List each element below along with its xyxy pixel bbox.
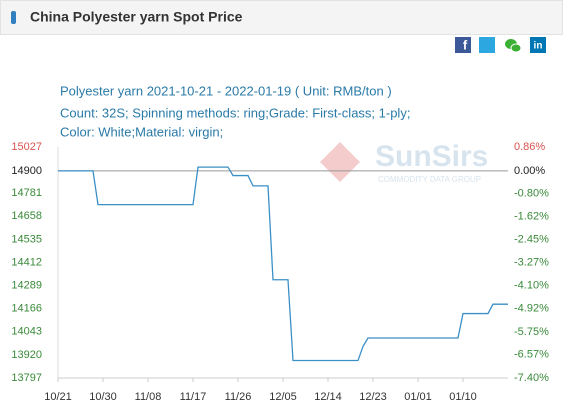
watermark-name: SunSirs: [375, 140, 488, 173]
subtitle: Polyester yarn 2021-10-21 - 2022-01-19 (…: [60, 83, 392, 98]
x-tick-label: 12/23: [359, 391, 387, 403]
y-tick-label: 14166: [11, 303, 42, 315]
x-tick-label: 12/05: [269, 391, 297, 403]
y-tick-label: 14043: [11, 326, 42, 338]
share-wechat-icon: [510, 43, 522, 53]
y-tick-label: 14535: [11, 233, 42, 245]
y2-tick-label: 0.00%: [514, 165, 545, 177]
share-icons[interactable]: f in: [455, 37, 546, 53]
subtitle: Count: 32S; Spinning methods: ring;Grade…: [60, 105, 410, 120]
x-tick-label: 11/08: [135, 391, 162, 403]
y2-tick-label: -6.57%: [514, 349, 549, 361]
y2-tick-label: -0.80%: [514, 187, 549, 199]
y2-tick-label: -1.62%: [514, 210, 549, 222]
y2-tick-label: -5.75%: [514, 326, 549, 338]
x-tick-label: 11/26: [225, 391, 252, 403]
x-tick-label: 01/01: [404, 391, 432, 403]
y-tick-label: 14412: [11, 256, 42, 268]
y2-tick-label: -4.92%: [514, 303, 549, 315]
y2-tick-label: -2.45%: [514, 233, 549, 245]
x-tick-label: 10/21: [44, 391, 72, 403]
y-tick-label: 14658: [11, 210, 42, 222]
share-linkedin-icon: in: [534, 41, 543, 52]
header-marker: [11, 11, 16, 24]
y-tick-label: 14289: [11, 280, 42, 292]
share-facebook-icon: f: [463, 37, 468, 52]
y-tick-label: 13920: [11, 349, 42, 361]
share-facebook[interactable]: [455, 37, 471, 53]
y-tick-label: 14900: [11, 165, 42, 177]
y-tick-label: 13797: [11, 372, 42, 384]
header-bar: [0, 0, 563, 35]
x-tick-label: 01/10: [449, 391, 477, 403]
y-tick-label: 14781: [11, 187, 42, 199]
watermark: SunSirs COMMODITY DATA GROUP: [320, 140, 488, 184]
line-series: [58, 166, 508, 362]
x-tick-label: 12/14: [314, 391, 342, 403]
x-tick-label: 10/30: [89, 391, 117, 403]
watermark-tagline: COMMODITY DATA GROUP: [378, 175, 481, 184]
y2-tick-label: 0.86%: [514, 141, 545, 153]
chart-title: China Polyester yarn Spot Price: [30, 9, 243, 25]
y2-tick-label: -3.27%: [514, 256, 549, 268]
y2-tick-label: -7.40%: [514, 372, 549, 384]
subtitle: Color: White;Material: virgin;: [60, 124, 223, 139]
y2-tick-label: -4.10%: [514, 280, 549, 292]
watermark-logo: [320, 142, 360, 182]
share-linkedin[interactable]: [530, 37, 546, 53]
x-tick-label: 11/17: [180, 391, 207, 403]
y-tick-label: 15027: [11, 141, 42, 153]
share-twitter[interactable]: [479, 37, 495, 53]
